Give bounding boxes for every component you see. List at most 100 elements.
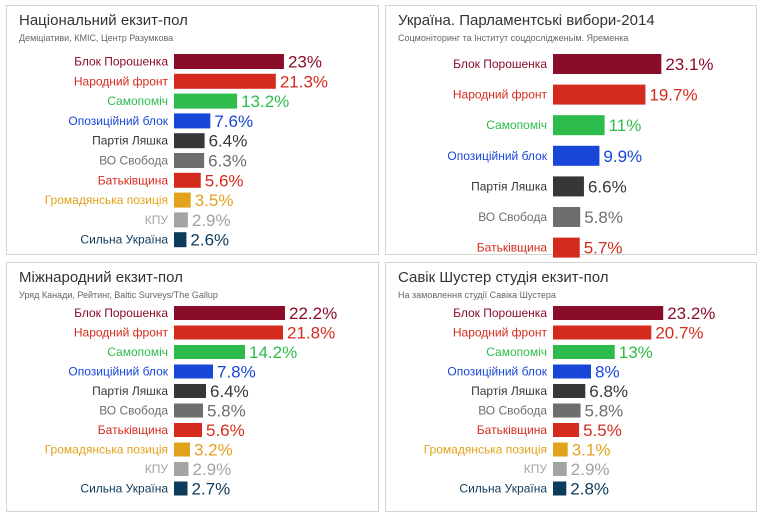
bar-samopomich [553, 345, 615, 359]
bar-opozytsiinyi-blok [553, 145, 600, 166]
category-label-sylna-ukraina: Сильна Україна [80, 233, 168, 247]
bar-opozytsiinyi-blok [174, 113, 211, 129]
category-label-bpp: Блок Порошенка [453, 306, 547, 320]
category-label-batkivshchyna: Батьківщина [98, 423, 169, 437]
category-label-samopomich: Самопоміч [486, 118, 547, 132]
panel-parliament-elections-2014: Україна. Парламентські вибори-2014 Соцмо… [385, 5, 757, 258]
value-label-batkivshchyna: 5.6% [205, 171, 244, 190]
category-label-kpu: КПУ [524, 462, 548, 476]
value-label-bpp: 23% [288, 53, 322, 72]
value-label-vo-svoboda: 5.8% [584, 208, 623, 227]
category-label-hromadianska-pozytsiia: Громадянська позиція [45, 443, 168, 457]
category-label-opozytsiinyi-blok: Опозиційний блок [68, 365, 168, 379]
value-label-bpp: 23.2% [667, 304, 715, 323]
value-label-sylna-ukraina: 2.8% [570, 480, 609, 499]
bar-narodnyi-front [174, 325, 283, 340]
category-label-batkivshchyna: Батьківщина [98, 173, 169, 187]
category-label-partiia-liashka: Партія Ляшка [471, 179, 547, 193]
value-label-opozytsiinyi-blok: 8% [595, 363, 620, 382]
value-label-narodnyi-front: 21.3% [280, 72, 328, 91]
bar-chart: Блок Порошенка 22.2% Народний фронт 21.8% Са… [45, 304, 337, 499]
panel-title: Міжнародний екзит-пол [19, 269, 183, 286]
category-label-hromadianska-pozytsiia: Громадянська позиція [45, 193, 168, 207]
bar-chart: Блок Порошенка 23% Народний фронт 21.3% Само… [45, 53, 328, 250]
category-label-vo-svoboda: ВО Свобода [99, 154, 168, 168]
bar-kpu [553, 462, 567, 476]
category-label-batkivshchyna: Батьківщина [477, 241, 548, 255]
value-label-bpp: 23.1% [665, 55, 713, 74]
category-label-samopomich: Самопоміч [107, 345, 168, 359]
value-label-narodnyi-front: 19.7% [649, 86, 697, 105]
panel-subtitle: На замовлення студії Савіка Шустера [398, 290, 556, 300]
bar-hromadianska-pozytsiia [174, 442, 190, 457]
value-label-samopomich: 14.2% [249, 343, 297, 362]
value-label-batkivshchyna: 5.5% [583, 421, 622, 440]
value-label-hromadianska-pozytsiia: 3.5% [195, 191, 234, 210]
category-label-narodnyi-front: Народний фронт [74, 74, 169, 88]
bar-opozytsiinyi-blok [553, 364, 591, 379]
category-label-samopomich: Самопоміч [486, 345, 547, 359]
category-label-sylna-ukraina: Сильна Україна [80, 482, 168, 496]
panel-subtitle: Соцмоніторинг та Інститут соцдослідженьі… [398, 33, 629, 43]
value-label-sylna-ukraina: 2.7% [192, 480, 231, 499]
value-label-partiia-liashka: 6.4% [210, 382, 249, 401]
category-label-narodnyi-front: Народний фронт [453, 88, 548, 102]
panel-shuster-studio-exit-poll: Савік Шустер студія екзит-пол На замовле… [385, 262, 757, 512]
bar-hromadianska-pozytsiia [174, 192, 191, 208]
panel-national-exit-poll: Національний екзит-пол Деміціативи, КМІС… [6, 5, 379, 255]
value-label-partiia-liashka: 6.8% [589, 382, 628, 401]
value-label-kpu: 2.9% [193, 460, 232, 479]
bar-partiia-liashka [174, 133, 205, 149]
category-label-sylna-ukraina: Сильна Україна [459, 482, 547, 496]
panel-subtitle: Уряд Канади, Рейтинг, Baltic Surveys/The… [19, 290, 218, 300]
category-label-bpp: Блок Порошенка [453, 57, 547, 71]
value-label-narodnyi-front: 21.8% [287, 324, 335, 343]
bar-samopomich [174, 93, 238, 109]
value-label-batkivshchyna: 5.6% [206, 421, 245, 440]
category-label-bpp: Блок Порошенка [74, 55, 168, 69]
category-label-narodnyi-front: Народний фронт [453, 326, 548, 340]
bar-bpp [553, 54, 662, 74]
bar-chart: Блок Порошенка 23.2% Народний фронт 20.7% Са… [424, 304, 716, 499]
bar-batkivshchyna [553, 237, 580, 258]
category-label-vo-svoboda: ВО Свобода [478, 404, 547, 418]
panel-title: Національний екзит-пол [19, 12, 188, 29]
category-label-partiia-liashka: Партія Ляшка [471, 384, 547, 398]
bar-partiia-liashka [174, 384, 206, 398]
value-label-vo-svoboda: 5.8% [585, 402, 624, 421]
bar-sylna-ukraina [174, 481, 188, 496]
value-label-opozytsiinyi-blok: 7.6% [214, 112, 253, 131]
value-label-hromadianska-pozytsiia: 3.2% [194, 441, 233, 460]
category-label-opozytsiinyi-blok: Опозиційний блок [68, 114, 168, 128]
value-label-opozytsiinyi-blok: 9.9% [603, 147, 642, 166]
bar-bpp [553, 306, 664, 320]
bar-partiia-liashka [553, 384, 586, 398]
bar-narodnyi-front [553, 84, 646, 105]
bar-sylna-ukraina [174, 232, 187, 248]
value-label-narodnyi-front: 20.7% [655, 324, 703, 343]
bar-batkivshchyna [553, 423, 580, 437]
category-label-opozytsiinyi-blok: Опозиційний блок [447, 149, 547, 163]
bar-vo-svoboda [174, 153, 205, 168]
value-label-kpu: 2.9% [571, 460, 610, 479]
panel-title: Україна. Парламентські вибори-2014 [398, 12, 655, 29]
bar-chart: Блок Порошенка 23.1% Народний фронт 19.7% Са… [447, 54, 714, 258]
value-label-vo-svoboda: 6.3% [208, 152, 247, 171]
value-label-hromadianska-pozytsiia: 3.1% [572, 441, 611, 460]
bar-samopomich [174, 345, 245, 359]
bar-vo-svoboda [553, 207, 581, 227]
bar-batkivshchyna [174, 423, 202, 437]
value-label-batkivshchyna: 5.7% [584, 239, 623, 258]
bar-opozytsiinyi-blok [174, 364, 213, 379]
panel-title: Савік Шустер студія екзит-пол [398, 269, 609, 286]
bar-bpp [174, 306, 285, 320]
bar-bpp [174, 54, 284, 69]
bar-narodnyi-front [553, 325, 652, 340]
bar-kpu [174, 462, 189, 476]
bar-vo-svoboda [174, 403, 203, 418]
category-label-kpu: КПУ [145, 213, 169, 227]
category-label-opozytsiinyi-blok: Опозиційний блок [447, 365, 547, 379]
category-label-kpu: КПУ [145, 462, 169, 476]
panel-international-exit-poll: Міжнародний екзит-пол Уряд Канади, Рейти… [6, 262, 379, 512]
value-label-kpu: 2.9% [192, 211, 231, 230]
